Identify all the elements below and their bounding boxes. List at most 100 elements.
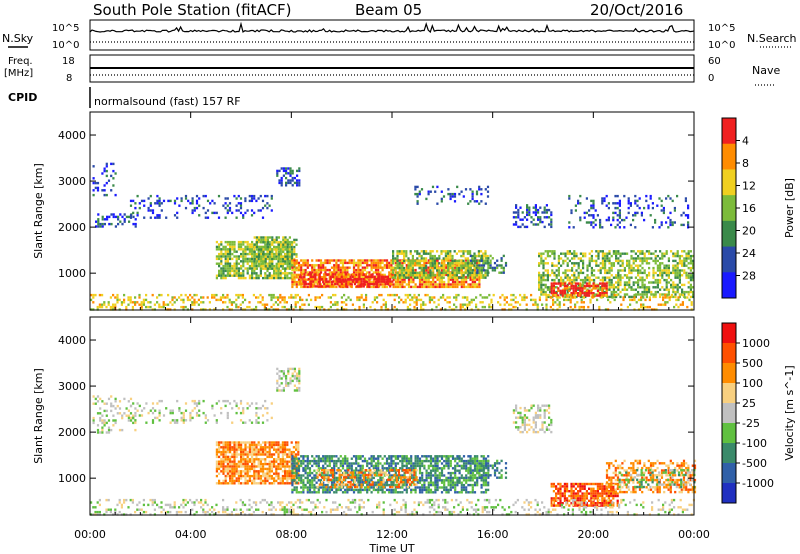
data-cell	[619, 252, 622, 255]
data-cell	[277, 243, 280, 246]
data-cell	[438, 257, 441, 260]
data-cell	[577, 271, 580, 275]
data-cell	[379, 273, 382, 277]
data-cell	[553, 264, 556, 267]
data-cell	[678, 278, 681, 282]
data-cell	[472, 298, 475, 302]
data-cell	[654, 218, 657, 222]
data-cell	[327, 285, 330, 288]
data-cell	[681, 283, 684, 287]
data-cell	[350, 283, 353, 286]
data-cell	[121, 428, 124, 432]
data-cell	[262, 255, 265, 258]
data-cell	[492, 293, 495, 297]
data-cell	[449, 195, 452, 198]
data-cell	[255, 482, 258, 485]
data-cell	[251, 260, 254, 263]
data-cell	[371, 273, 374, 276]
data-cell	[394, 271, 397, 274]
data-cell	[566, 294, 569, 297]
data-cell	[432, 268, 435, 272]
data-cell	[403, 259, 406, 263]
data-cell	[534, 411, 537, 415]
data-cell	[286, 241, 289, 244]
data-cell	[261, 296, 264, 299]
data-cell	[233, 460, 236, 463]
data-cell	[246, 474, 249, 478]
data-cell	[313, 268, 316, 272]
data-cell	[557, 257, 560, 260]
data-cell	[291, 253, 294, 256]
data-cell	[303, 280, 306, 283]
data-cell	[180, 199, 183, 203]
data-cell	[442, 276, 445, 279]
data-cell	[662, 303, 665, 306]
data-cell	[235, 257, 238, 261]
data-cell	[92, 402, 95, 405]
data-cell	[240, 458, 243, 461]
data-cell	[560, 264, 563, 267]
data-cell	[475, 190, 479, 193]
data-cell	[654, 257, 657, 260]
data-cell	[633, 298, 636, 302]
data-cell	[396, 283, 400, 286]
data-cell	[226, 255, 229, 258]
data-cell	[295, 259, 298, 262]
data-cell	[242, 470, 245, 473]
data-cell	[132, 416, 135, 420]
data-cell	[464, 257, 467, 260]
data-cell	[604, 293, 607, 297]
data-cell	[326, 283, 329, 286]
data-cell	[288, 267, 291, 270]
data-cell	[630, 276, 633, 279]
data-cell	[489, 259, 492, 262]
data-cell	[103, 424, 106, 427]
data-cell	[523, 293, 526, 297]
data-cell	[579, 284, 582, 288]
data-cell	[578, 305, 581, 309]
data-cell	[473, 271, 476, 275]
data-cell	[288, 260, 291, 263]
data-cell	[276, 379, 279, 383]
data-cell	[436, 276, 439, 279]
data-cell	[237, 470, 240, 473]
data-cell	[244, 240, 247, 244]
data-cell	[134, 421, 137, 424]
data-cell	[337, 276, 340, 279]
data-cell	[632, 259, 635, 263]
data-cell	[407, 283, 411, 286]
data-cell	[661, 293, 664, 296]
data-cell	[257, 462, 260, 466]
data-cell	[235, 448, 238, 451]
data-cell	[538, 298, 541, 302]
data-cell	[273, 448, 276, 451]
data-cell	[116, 404, 119, 408]
data-cell	[237, 267, 240, 270]
data-cell	[546, 252, 549, 255]
data-cell	[498, 271, 501, 274]
data-cell	[606, 276, 609, 279]
data-cell	[500, 264, 503, 267]
data-cell	[458, 250, 461, 253]
data-cell	[169, 411, 172, 415]
data-cell	[246, 453, 249, 456]
data-cell	[455, 269, 458, 272]
data-cell	[436, 273, 439, 277]
data-cell	[268, 446, 271, 449]
data-cell	[616, 194, 619, 198]
data-cell	[562, 271, 565, 275]
data-cell	[632, 214, 635, 217]
data-cell	[296, 301, 299, 304]
station-title: South Pole Station (fitACF)	[93, 1, 291, 19]
data-cell	[436, 264, 439, 267]
data-cell	[240, 472, 243, 475]
data-cell	[599, 288, 602, 291]
data-cell	[661, 286, 664, 289]
data-cell	[394, 259, 397, 263]
data-cell	[251, 453, 254, 456]
data-cell	[242, 460, 245, 463]
data-cell	[523, 216, 526, 219]
data-cell	[357, 266, 360, 269]
data-cell	[440, 261, 444, 265]
